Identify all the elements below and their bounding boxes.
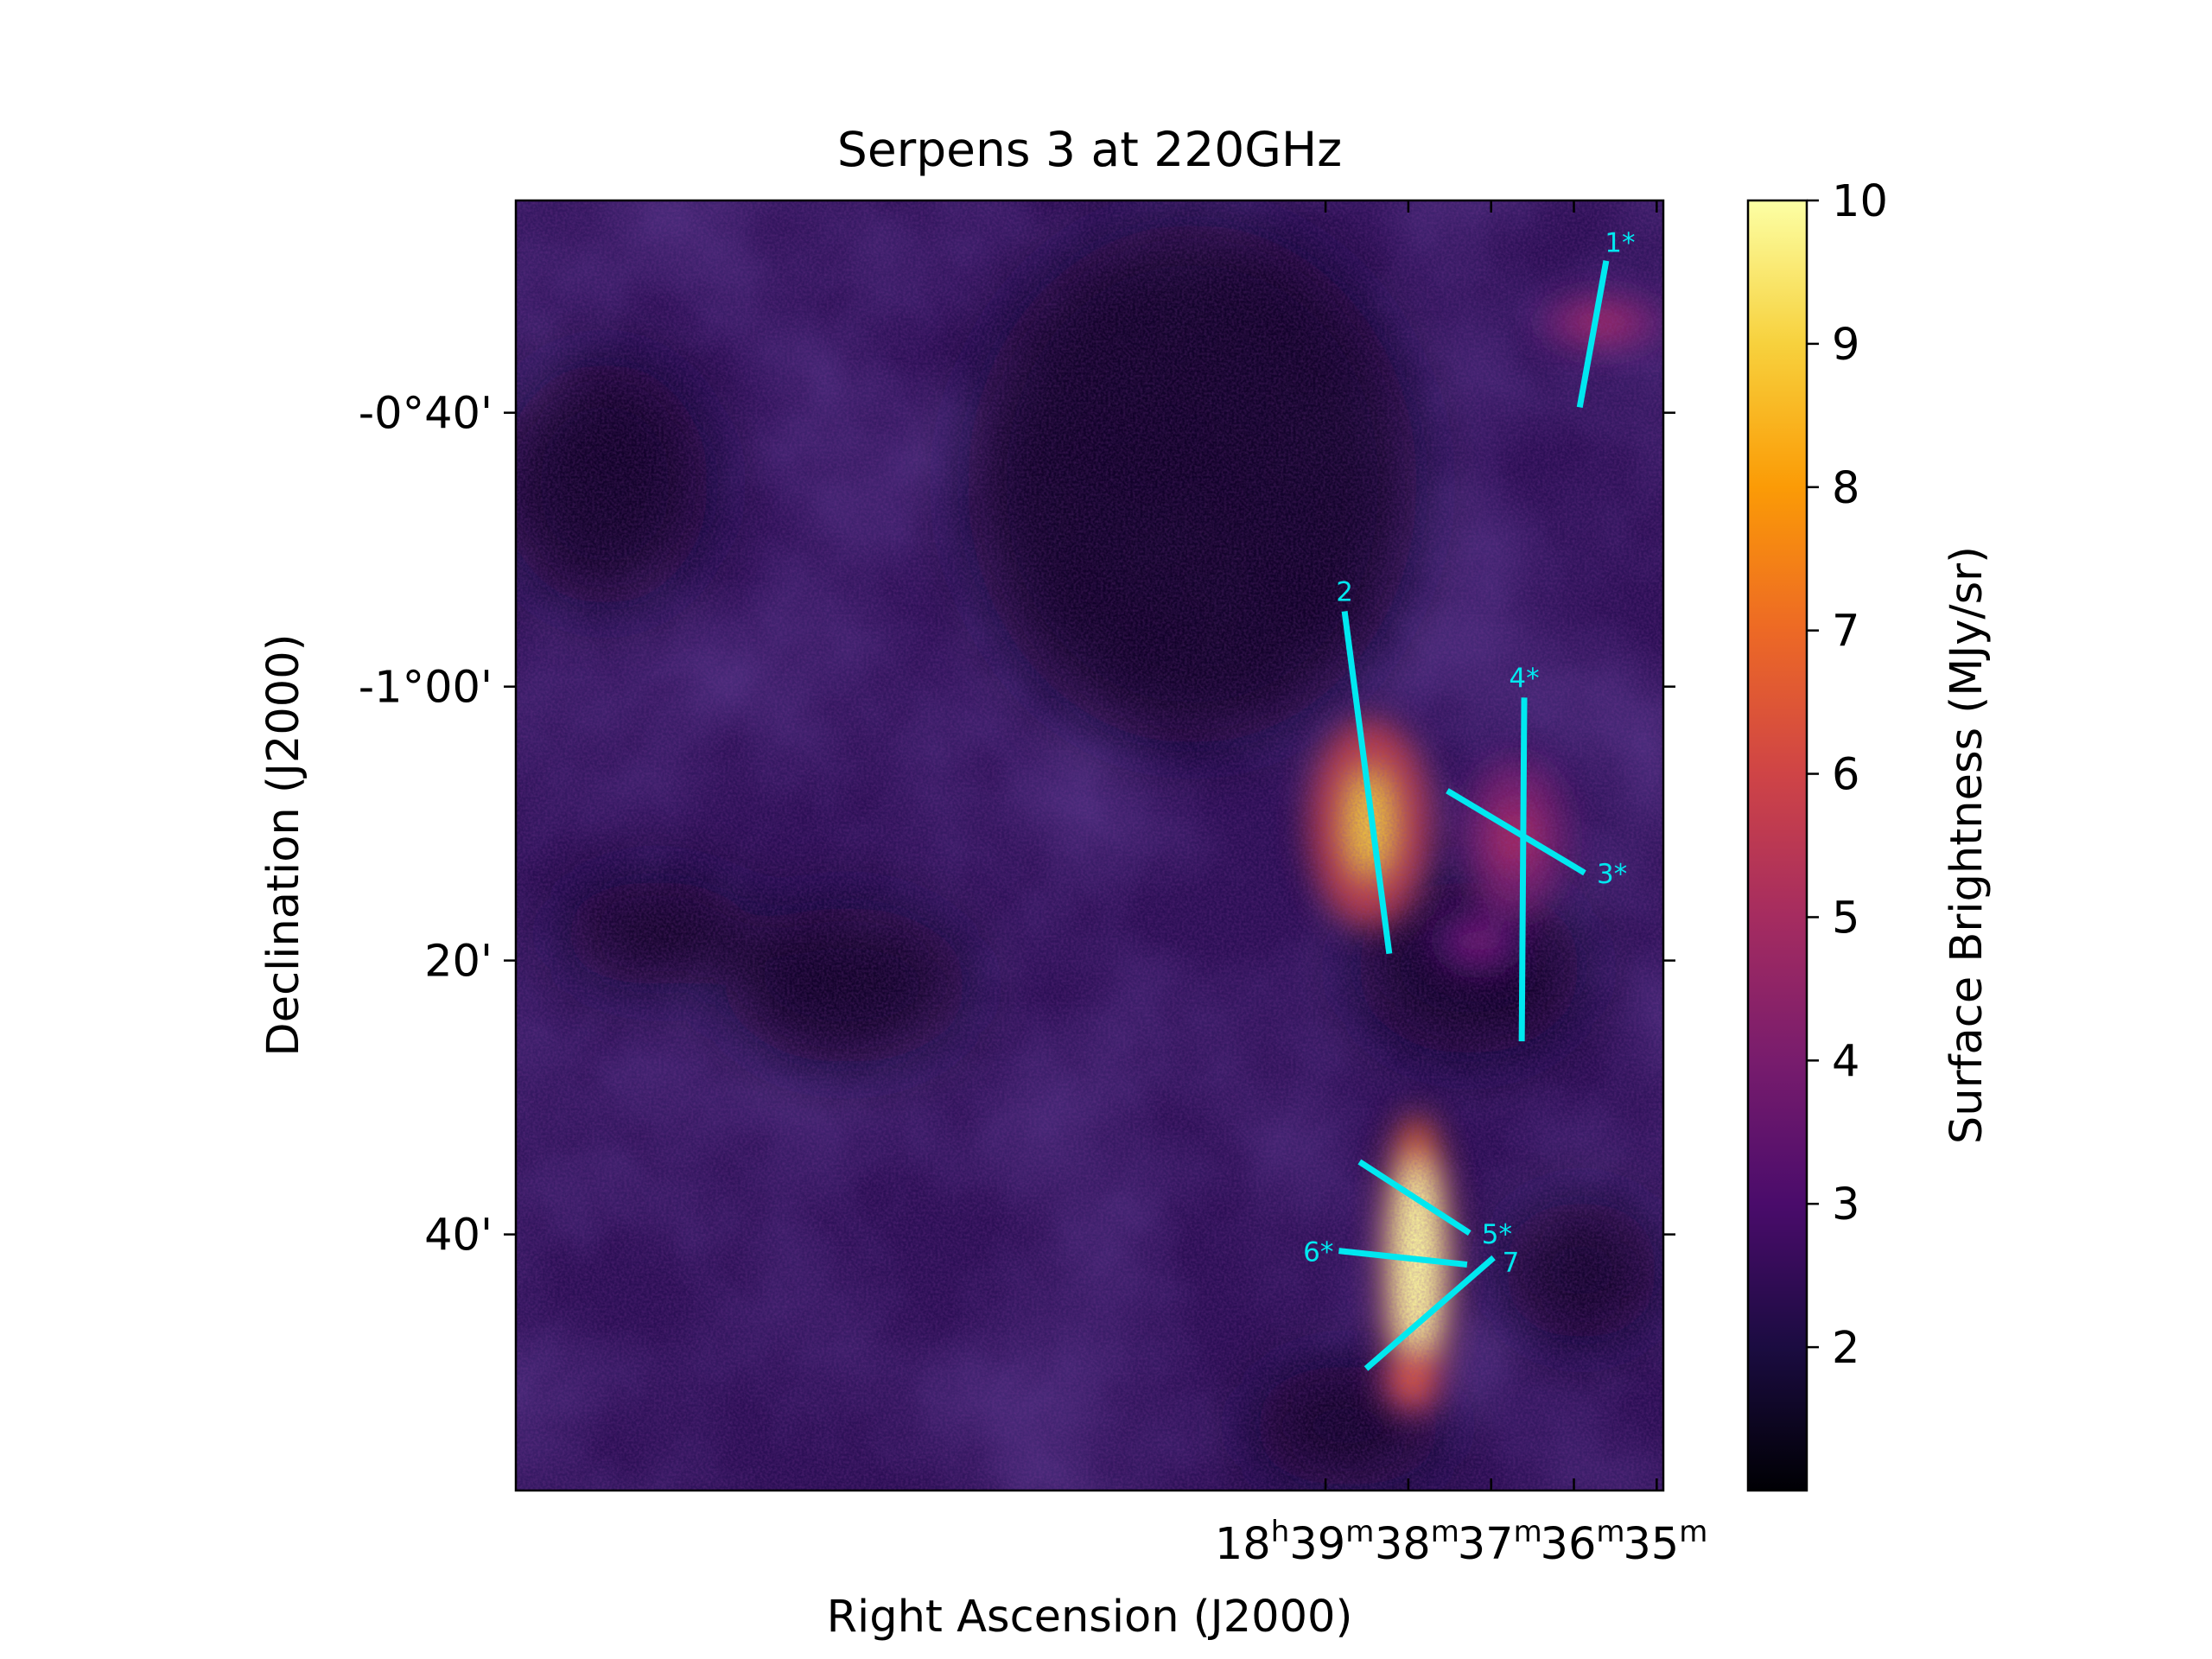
colorbar-frame [1746, 199, 1808, 1492]
x-tick-label: 18h39m [1215, 1515, 1375, 1570]
cut-line [1357, 1159, 1471, 1236]
cut-label: 1* [1605, 228, 1635, 259]
x-tick-m-symbol: m [1431, 1515, 1459, 1549]
cut-label: 2 [1336, 576, 1353, 607]
cut-label: 3* [1597, 859, 1627, 890]
plot-frame [514, 199, 1665, 1492]
x-tick-minutes: 36 [1541, 1519, 1597, 1570]
x-tick-m-symbol: m [1345, 1515, 1374, 1549]
x-tick-m-symbol: m [1596, 1515, 1624, 1549]
colorbar-tick-label: 3 [1832, 1179, 1859, 1230]
x-tick-m-symbol: m [1679, 1515, 1707, 1549]
colorbar-tick-label: 7 [1832, 607, 1859, 658]
colorbar-tick-label: 9 [1832, 320, 1859, 371]
cut-7: 7 [1363, 1248, 1520, 1371]
x-tick-minutes: 35 [1623, 1519, 1679, 1570]
y-axis-label: Declination (J2000) [258, 633, 309, 1056]
y-tick-label: 40' [424, 1211, 493, 1262]
cut-6: 6* [1303, 1237, 1468, 1268]
cut-3: 3* [1446, 788, 1627, 890]
colorbar: 2 3 4 5 6 7 8 9 10 Surface Brightness (MJy/sr) [1746, 176, 1993, 1492]
y-tick-label: -0°40' [359, 389, 493, 440]
cut-label: 6* [1303, 1237, 1333, 1268]
cut-5: 5* [1357, 1159, 1512, 1250]
cut-label: 7 [1503, 1248, 1520, 1279]
chart-title: Serpens 3 at 220GHz [837, 122, 1342, 177]
colorbar-tick-label: 10 [1832, 176, 1888, 227]
x-tick-m-symbol: m [1514, 1515, 1542, 1549]
cut-label: 5* [1482, 1219, 1512, 1250]
cut-line [1341, 611, 1393, 955]
colorbar-tick-label: 4 [1832, 1036, 1859, 1087]
cut-lines: 1* 2 3* 4* 5* 6* 7 [1303, 228, 1636, 1371]
cut-line [1576, 260, 1610, 408]
x-tick-minutes: 38 [1375, 1519, 1431, 1570]
cut-line [1338, 1248, 1468, 1268]
colorbar-tick-label: 5 [1832, 893, 1859, 944]
image-panel: 1* 2 3* 4* 5* 6* 7 [516, 200, 1663, 1491]
pixel-grain [516, 200, 1663, 1491]
colorbar-label: Surface Brightness (MJy/sr) [1942, 546, 1993, 1144]
x-tick-label: 35m [1623, 1515, 1707, 1570]
x-tick-hours: 18 [1215, 1519, 1271, 1570]
colorbar-tick-label: 6 [1832, 750, 1859, 801]
x-tick-label: 37m [1458, 1515, 1542, 1570]
cut-line [1363, 1255, 1496, 1371]
x-axis-label: Right Ascension (J2000) [827, 1592, 1353, 1643]
x-tick-label: 38m [1375, 1515, 1459, 1570]
cut-1: 1* [1576, 228, 1636, 408]
colorbar-fill [1748, 200, 1807, 1491]
cut-line [1518, 697, 1528, 1042]
cut-label: 4* [1509, 663, 1539, 694]
colorbar-tick-label: 8 [1832, 463, 1859, 514]
colorbar-tick-label: 2 [1832, 1323, 1859, 1374]
x-tick-minutes: 39 [1289, 1519, 1345, 1570]
colorbar-ticks: 2 3 4 5 6 7 8 9 10 [1807, 176, 1888, 1374]
y-tick-label: -1°00' [359, 663, 493, 714]
x-tick-h-symbol: h [1271, 1515, 1290, 1549]
y-tick-label: 20' [424, 937, 493, 988]
x-tick-minutes: 37 [1458, 1519, 1514, 1570]
cut-2: 2 [1336, 576, 1393, 955]
cut-line [1446, 788, 1586, 876]
cut-4: 4* [1509, 663, 1540, 1042]
x-tick-label: 36m [1541, 1515, 1625, 1570]
